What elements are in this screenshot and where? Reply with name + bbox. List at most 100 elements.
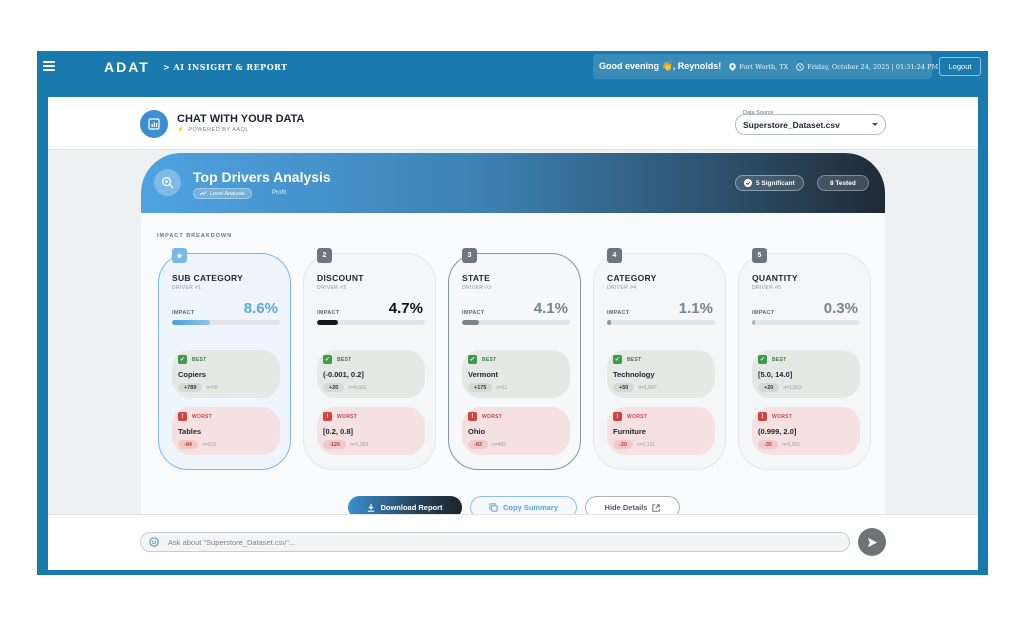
best-value: [5.0, 14.0] [758, 370, 793, 379]
download-report-button[interactable]: Download Report [348, 496, 462, 519]
warning-icon: ! [613, 412, 622, 421]
worst-label: WORST [772, 413, 793, 420]
best-label: BEST [482, 356, 497, 363]
driver-rank-label: DRIVER #4 [607, 285, 637, 291]
rank-number: 2 [322, 252, 327, 259]
impact-value: 4.1% [533, 300, 568, 317]
significant-badge: 5 Significant [735, 175, 804, 191]
best-count: n=1,847 [638, 384, 657, 391]
worst-label: WORST [337, 413, 358, 420]
driver-name: QUANTITY [752, 273, 798, 283]
best-segment: ✓ BEST [5.0, 14.0] +20 n=1,863 [752, 350, 860, 398]
menu-icon[interactable] [43, 61, 55, 71]
worst-segment: ! WORST (0.999, 2.0] -35 n=3,501 [752, 407, 860, 455]
chat-header: CHAT WITH YOUR DATA ⚡ POWERED BY AAQL Dat… [48, 97, 978, 150]
download-report-label: Download Report [380, 503, 443, 512]
driver-card[interactable]: 3 STATE DRIVER #3 IMPACT 4.1% ✓ BEST Vermont +17… [448, 248, 581, 470]
send-button[interactable] [858, 528, 886, 556]
best-delta: +50 [613, 383, 635, 392]
worst-value: (0.999, 2.0] [758, 427, 797, 436]
warning-icon: ! [323, 412, 332, 421]
worst-delta: -83 [468, 440, 488, 449]
hide-details-label: Hide Details [604, 503, 648, 512]
brand-logo: ADAT [104, 59, 150, 75]
external-link-icon [652, 503, 661, 512]
driver-card[interactable]: 2 DISCOUNT DRIVER #2 IMPACT 4.7% ✓ BEST (-0.001… [303, 248, 436, 470]
chat-subtitle: ⚡ POWERED BY AAQL [177, 127, 249, 133]
check-icon: ✓ [468, 355, 477, 364]
best-value: Vermont [468, 370, 499, 379]
chat-input[interactable]: Ask about "Superstore_Dataset.csv"... [140, 532, 850, 552]
driver-rank-label: DRIVER #2 [317, 285, 347, 291]
impact-bar [172, 320, 280, 325]
location-text: Fort Worth, TX [739, 62, 789, 71]
data-source-select[interactable]: Superstore_Dataset.csv [735, 114, 886, 135]
impact-label: IMPACT [607, 310, 630, 316]
bot-icon [149, 537, 159, 547]
check-circle-icon [744, 179, 752, 187]
impact-value: 1.1% [678, 300, 713, 317]
significant-text: 5 Significant [756, 179, 795, 187]
datetime: Friday, October 24, 2025 | 01:31:24 PM [796, 63, 938, 71]
copy-summary-label: Copy Summary [502, 503, 559, 512]
download-icon [368, 503, 375, 512]
data-source-label: Data Source [743, 110, 774, 116]
impact-value: 0.3% [823, 300, 858, 317]
chat-input-placeholder: Ask about "Superstore_Dataset.csv"... [168, 537, 296, 547]
worst-label: WORST [482, 413, 503, 420]
driver-rank-label: DRIVER #5 [752, 285, 782, 291]
worst-segment: ! WORST [0.2, 0.8] -126 n=1,393 [317, 407, 425, 455]
impact-bar-fill [607, 320, 612, 325]
driver-name: STATE [462, 273, 491, 283]
check-icon: ✓ [323, 355, 332, 364]
best-segment: ✓ BEST Vermont +175 n=11 [462, 350, 570, 398]
rank-badge: 4 [607, 248, 622, 263]
driver-card[interactable]: 4 CATEGORY DRIVER #4 IMPACT 1.1% ✓ BEST Technol… [593, 248, 726, 470]
send-icon [867, 537, 877, 547]
check-icon: ✓ [178, 355, 187, 364]
bolt-icon: ⚡ [177, 127, 185, 133]
target-metric: Profit [272, 190, 287, 196]
impact-label: IMPACT [752, 310, 775, 316]
worst-count: n=2,121 [636, 441, 656, 448]
chart-icon [140, 110, 168, 138]
best-label: BEST [337, 356, 352, 363]
impact-bar [752, 320, 860, 325]
level-analysis-pill: Level Analysis [193, 188, 252, 199]
impact-label: IMPACT [172, 310, 195, 316]
impact-label: IMPACT [317, 310, 340, 316]
best-count: n=68 [206, 384, 218, 391]
logout-button[interactable]: Logout [939, 57, 981, 76]
analysis-header: Top Drivers Analysis Level Analysis Prof… [141, 153, 885, 213]
worst-segment: ! WORST Tables -84 n=319 [172, 407, 280, 455]
best-segment: ✓ BEST Technology +50 n=1,847 [607, 350, 715, 398]
datetime-text: Friday, October 24, 2025 | 01:31:24 PM [807, 62, 939, 71]
best-delta: +20 [323, 383, 345, 392]
best-segment: ✓ BEST (-0.001, 0.2] +20 n=8,601 [317, 350, 425, 398]
tested-badge: 8 Tested [817, 175, 869, 191]
worst-delta: -35 [758, 440, 778, 449]
worst-delta: -126 [323, 440, 347, 449]
warning-icon: ! [468, 412, 477, 421]
driver-card[interactable]: 5 QUANTITY DRIVER #5 IMPACT 0.3% ✓ BEST [5.0, 1… [738, 248, 871, 470]
best-label: BEST [627, 356, 642, 363]
data-source-value: Superstore_Dataset.csv [743, 119, 840, 130]
check-icon: ✓ [613, 355, 622, 364]
greeting-text: Good evening 👋, Reynolds! [599, 61, 722, 71]
worst-count: n=319 [201, 441, 216, 448]
section-label: IMPACT BREAKDOWN [157, 233, 233, 239]
best-delta: +175 [468, 383, 493, 392]
rank-number: 3 [467, 252, 472, 259]
best-count: n=1,863 [783, 384, 802, 391]
drivers-card: Top Drivers Analysis Level Analysis Prof… [141, 153, 885, 533]
impact-bar-fill [317, 320, 338, 325]
driver-card[interactable]: ★ SUB CATEGORY DRIVER #1 IMPACT 8.6% ✓ BEST Cop… [158, 248, 291, 470]
best-count: n=8,601 [348, 384, 367, 391]
impact-bar-fill [752, 320, 755, 325]
worst-count: n=1,393 [350, 441, 369, 448]
level-analysis-text: Level Analysis [210, 190, 245, 197]
worst-delta: -84 [178, 440, 198, 449]
app-frame: ADAT > AI INSIGHT & REPORT Good evening … [37, 51, 988, 575]
magnifier-icon [154, 169, 181, 196]
worst-label: WORST [192, 413, 213, 420]
